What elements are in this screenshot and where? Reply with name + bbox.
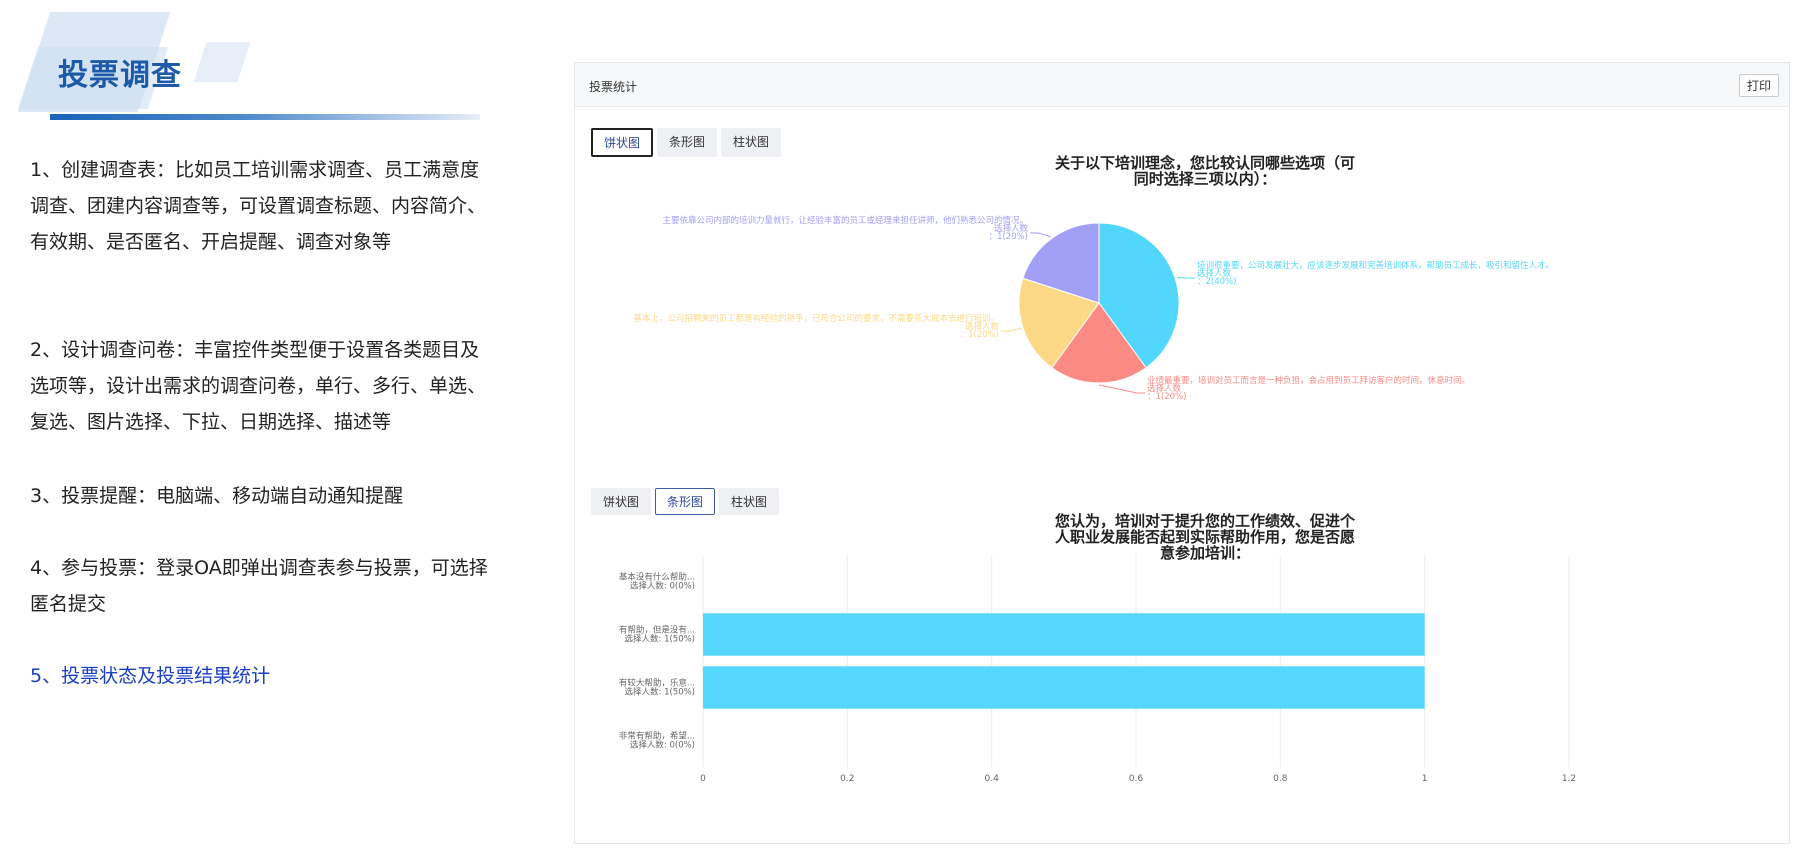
pie-slice-label: ：1(20%): [989, 232, 1028, 242]
x-tick-label: 1: [1422, 774, 1428, 784]
tab-column-chart[interactable]: 柱状图: [721, 128, 782, 157]
bar-chart-title-line: 您认为，培训对于提升您的工作绩效、促进个: [1054, 512, 1355, 530]
x-tick-label: 0.2: [840, 774, 854, 784]
pie-slice-label: 选择人数: [965, 321, 1000, 332]
y-category-count: 选择人数: 0(0%): [630, 740, 695, 751]
pie-slice-label: 培训很重要，公司发展壮大，应该逐步发展和完善培训体系，帮助员工成长，吸引和留住人…: [1197, 260, 1554, 271]
y-category-label: 有较大帮助，乐意...: [619, 678, 695, 689]
description-item: 3、投票提醒：电脑端、移动端自动通知提醒: [30, 485, 404, 507]
pie-slice-label: ：1(20%): [960, 330, 999, 340]
description-item: 1、创建调查表：比如员工培训需求调查、员工满意度调查、团建内容调查等，可设置调查…: [30, 159, 487, 253]
tab-pie-chart[interactable]: 饼状图: [591, 128, 654, 157]
tab-pie-chart[interactable]: 饼状图: [591, 488, 652, 515]
pie-slice-label: 基本上，公司招聘来的员工都是有经验的熟手，已符合公司的要求，不需要花大成本去进行…: [633, 313, 999, 324]
pie-slice[interactable]: [1098, 222, 1180, 369]
pie-slice[interactable]: [1051, 302, 1147, 384]
bar-chart-title-line: 意参加培训：: [1159, 544, 1250, 562]
bar-chart-title-line: 人职业发展能否起到实际帮助作用，您是否愿: [1054, 528, 1355, 546]
pie-slice-label: 选择人数: [994, 223, 1029, 234]
chart-type-tabs: 饼状图 条形图 柱状图: [591, 488, 780, 515]
y-category-label: 基本没有什么帮助...: [619, 572, 695, 583]
pie-label-line: [1030, 232, 1051, 238]
x-tick-label: 1.2: [1562, 774, 1576, 784]
y-category-count: 选择人数: 0(0%): [630, 581, 695, 592]
y-category-label: 非常有帮助，希望...: [619, 731, 695, 742]
bar[interactable]: [703, 666, 1425, 709]
pie-label-line: [1098, 384, 1145, 394]
pie-label-line: [1001, 327, 1022, 332]
pie-slice[interactable]: [1018, 277, 1100, 369]
pie-slice-label: 业绩最重要，培训对员工而言是一种负担，会占用到员工拜访客户的时间，休息时间。: [1147, 375, 1470, 386]
x-tick-label: 0.6: [1129, 774, 1144, 784]
y-category-count: 选择人数: 1(50%): [625, 687, 696, 698]
panel-title: 投票统计: [589, 80, 638, 94]
tab-bar-chart[interactable]: 条形图: [657, 128, 718, 157]
x-tick-label: 0.8: [1273, 774, 1288, 784]
panel-header: 投票统计 打印: [575, 63, 1789, 107]
print-button[interactable]: 打印: [1738, 74, 1779, 97]
description-item: 2、设计调查问卷：丰富控件类型便于设置各类题目及选项等，设计出需求的调查问卷，单…: [30, 339, 487, 433]
y-category-count: 选择人数: 1(50%): [625, 634, 696, 645]
pie-slice[interactable]: [1022, 222, 1100, 304]
page-title: 投票调查: [58, 58, 182, 93]
pie-slice-label: 选择人数: [1197, 268, 1232, 279]
pie-chart-title-line: 同时选择三项以内）：: [1133, 170, 1277, 188]
pie-chart-title: 关于以下培训理念，您比较认同哪些选项（可 同时选择三项以内）：: [995, 155, 1415, 187]
tab-bar-chart[interactable]: 条形图: [655, 488, 716, 515]
tab-column-chart[interactable]: 柱状图: [719, 488, 780, 515]
x-tick-label: 0.4: [985, 774, 1000, 784]
pie-slice-label: ：1(20%): [1147, 392, 1186, 402]
y-category-label: 有帮助，但是没有...: [619, 625, 695, 636]
pie-chart-title-line: 关于以下培训理念，您比较认同哪些选项（可: [1054, 154, 1355, 172]
description-item-active[interactable]: 5、投票状态及投票结果统计: [30, 665, 271, 687]
bar-chart-title: 您认为，培训对于提升您的工作绩效、促进个 人职业发展能否起到实际帮助作用，您是否…: [995, 513, 1415, 561]
pie-slice-label: 选择人数: [1147, 383, 1182, 394]
description-item: 4、参与投票：登录OA即弹出调查表参与投票，可选择匿名提交: [30, 557, 488, 615]
pie-slice-label: ：2(40%): [1197, 277, 1236, 287]
pie-slice-label: 主要依靠公司内部的培训力量就行，让经验丰富的员工或经理来担任讲师，他们熟悉公司的…: [662, 215, 1028, 226]
vote-statistics-panel: 投票统计 打印 饼状图 条形图 柱状图 关于以下培训理念，您比较认同哪些选项（可…: [574, 62, 1790, 844]
x-tick-label: 0: [700, 774, 706, 784]
pie-chart: 培训很重要，公司发展壮大，应该逐步发展和完善培训体系，帮助员工成长，吸引和留住人…: [633, 215, 1554, 402]
header-decoration: [193, 42, 251, 82]
chart-type-tabs: 饼状图 条形图 柱状图: [591, 128, 782, 157]
title-underline: [50, 114, 480, 120]
bar[interactable]: [703, 613, 1425, 656]
